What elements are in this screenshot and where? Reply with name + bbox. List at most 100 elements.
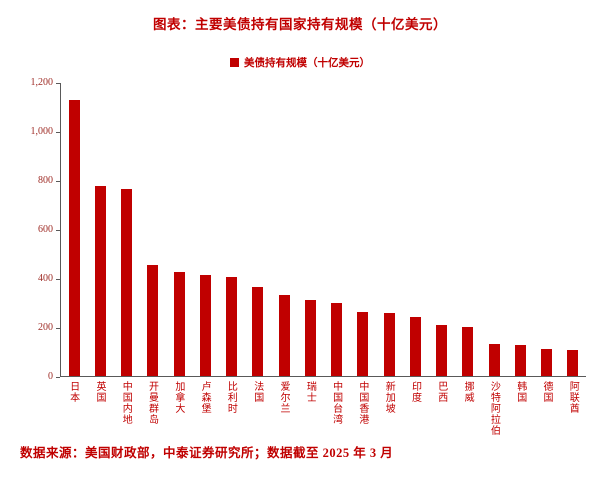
x-label-slot: 卢森堡 xyxy=(191,381,217,436)
bar-slot xyxy=(297,83,323,376)
bar xyxy=(199,275,211,376)
bar xyxy=(304,300,316,376)
bar-slot xyxy=(271,83,297,376)
x-label-slot: 中国台湾 xyxy=(323,381,349,436)
y-tick-label: 400 xyxy=(38,273,53,285)
x-label-slot: 日本 xyxy=(60,381,86,436)
bar xyxy=(278,295,290,376)
x-label-slot: 瑞士 xyxy=(297,381,323,436)
x-label-slot: 巴西 xyxy=(428,381,454,436)
x-tick-label: 日本 xyxy=(67,381,79,403)
bar-slot xyxy=(324,83,350,376)
plot-area xyxy=(60,83,586,377)
y-tick-label: 800 xyxy=(38,175,53,187)
x-tick-label: 开曼群岛 xyxy=(146,381,158,425)
x-label-slot: 中国香港 xyxy=(349,381,375,436)
y-tick-mark xyxy=(56,230,60,231)
y-tick-label: 1,000 xyxy=(30,126,54,137)
x-tick-label: 加拿大 xyxy=(172,381,184,414)
x-label-slot: 沙特阿拉伯 xyxy=(481,381,507,436)
x-label-slot: 中国内地 xyxy=(113,381,139,436)
bar xyxy=(94,185,106,376)
x-label-slot: 英国 xyxy=(86,381,112,436)
x-tick-label: 中国香港 xyxy=(356,381,368,425)
x-tick-label: 沙特阿拉伯 xyxy=(488,381,500,436)
x-label-slot: 挪威 xyxy=(454,381,480,436)
legend: 美债持有规模（十亿美元） xyxy=(0,55,600,69)
x-label-slot: 爱尔兰 xyxy=(270,381,296,436)
x-tick-label: 卢森堡 xyxy=(199,381,211,414)
y-tick-label: 600 xyxy=(38,224,53,235)
y-tick-mark xyxy=(56,279,60,281)
bar xyxy=(567,350,579,376)
legend-label: 美债持有规模（十亿美元） xyxy=(244,57,370,69)
y-tick-mark xyxy=(56,328,60,330)
bar xyxy=(383,312,395,376)
bar-slot xyxy=(560,83,586,376)
x-tick-label: 瑞士 xyxy=(304,381,316,403)
bar xyxy=(462,327,474,376)
x-tick-label: 印度 xyxy=(409,381,421,403)
bar-slot xyxy=(192,83,218,376)
legend-swatch-icon xyxy=(230,57,239,67)
x-tick-label: 挪威 xyxy=(462,381,474,403)
bar xyxy=(436,325,448,376)
bar xyxy=(252,287,264,376)
y-tick-mark xyxy=(56,181,60,183)
y-axis: 0 200 400 600 800 1,000 1,200 xyxy=(16,77,60,382)
x-label-slot: 加拿大 xyxy=(165,381,191,436)
x-tick-label: 比利时 xyxy=(225,381,237,414)
bar xyxy=(514,345,526,376)
y-tick-label: 0 xyxy=(48,371,53,382)
bar-slot xyxy=(114,83,140,376)
x-label-slot: 韩国 xyxy=(507,381,533,436)
y-tick-mark xyxy=(56,83,60,84)
y-tick-label: 1,200 xyxy=(30,77,54,88)
x-tick-label: 中国台湾 xyxy=(330,381,342,425)
x-label-slot: 比利时 xyxy=(218,381,244,436)
y-tick-mark xyxy=(56,377,60,378)
bar-slot xyxy=(219,83,245,376)
chart-title: 图表：主要美债持有国家持有规模（十亿美元） xyxy=(153,17,447,32)
bar-slot xyxy=(455,83,481,376)
bar-slot xyxy=(507,83,533,376)
bar-slot xyxy=(166,83,192,376)
bar xyxy=(173,271,185,376)
bar-slot xyxy=(402,83,428,376)
bar-slot xyxy=(481,83,507,376)
x-axis-labels: 日本 英国 中国内地 开曼群岛 加拿大 卢森堡 比利时 法国 爱尔兰 瑞士 中国台湾 中国香港 新加坡 印… xyxy=(60,381,586,436)
y-tick-label: 200 xyxy=(38,322,53,334)
x-label-slot: 新加坡 xyxy=(376,381,402,436)
bar xyxy=(121,189,133,376)
y-tick-mark xyxy=(56,132,60,133)
bar xyxy=(226,277,238,376)
bar-slot xyxy=(245,83,271,376)
x-label-slot: 法国 xyxy=(244,381,270,436)
data-source-note: 数据来源：美国财政部，中泰证券研究所；数据截至 2025 年 3 月 xyxy=(20,446,394,460)
bar-slot xyxy=(429,83,455,376)
bar xyxy=(331,303,343,376)
bar-slot xyxy=(534,83,560,376)
plot-column: 日本 英国 中国内地 开曼群岛 加拿大 卢森堡 比利时 法国 爱尔兰 瑞士 中国台湾 中国香港 新加坡 印… xyxy=(60,83,586,436)
x-tick-label: 巴西 xyxy=(435,381,447,403)
x-tick-label: 中国内地 xyxy=(120,381,132,425)
x-tick-label: 法国 xyxy=(251,381,263,403)
x-label-slot: 印度 xyxy=(402,381,428,436)
x-tick-label: 新加坡 xyxy=(383,381,395,414)
chart-plot-wrap: 0 200 400 600 800 1,000 1,200 日本 英国 中国内地 开曼群岛 加拿大 卢… xyxy=(0,77,600,436)
bar-slot xyxy=(61,83,87,376)
x-tick-label: 德国 xyxy=(540,381,552,403)
bar xyxy=(68,99,80,376)
x-tick-label: 韩国 xyxy=(514,381,526,403)
bar-slot xyxy=(87,83,113,376)
bar-slot xyxy=(350,83,376,376)
bar xyxy=(541,349,553,376)
bar xyxy=(409,317,421,376)
x-label-slot: 开曼群岛 xyxy=(139,381,165,436)
bar-slot xyxy=(140,83,166,376)
bar xyxy=(147,264,159,376)
x-label-slot: 阿联酋 xyxy=(560,381,586,436)
x-label-slot: 德国 xyxy=(533,381,559,436)
bar xyxy=(488,344,500,376)
